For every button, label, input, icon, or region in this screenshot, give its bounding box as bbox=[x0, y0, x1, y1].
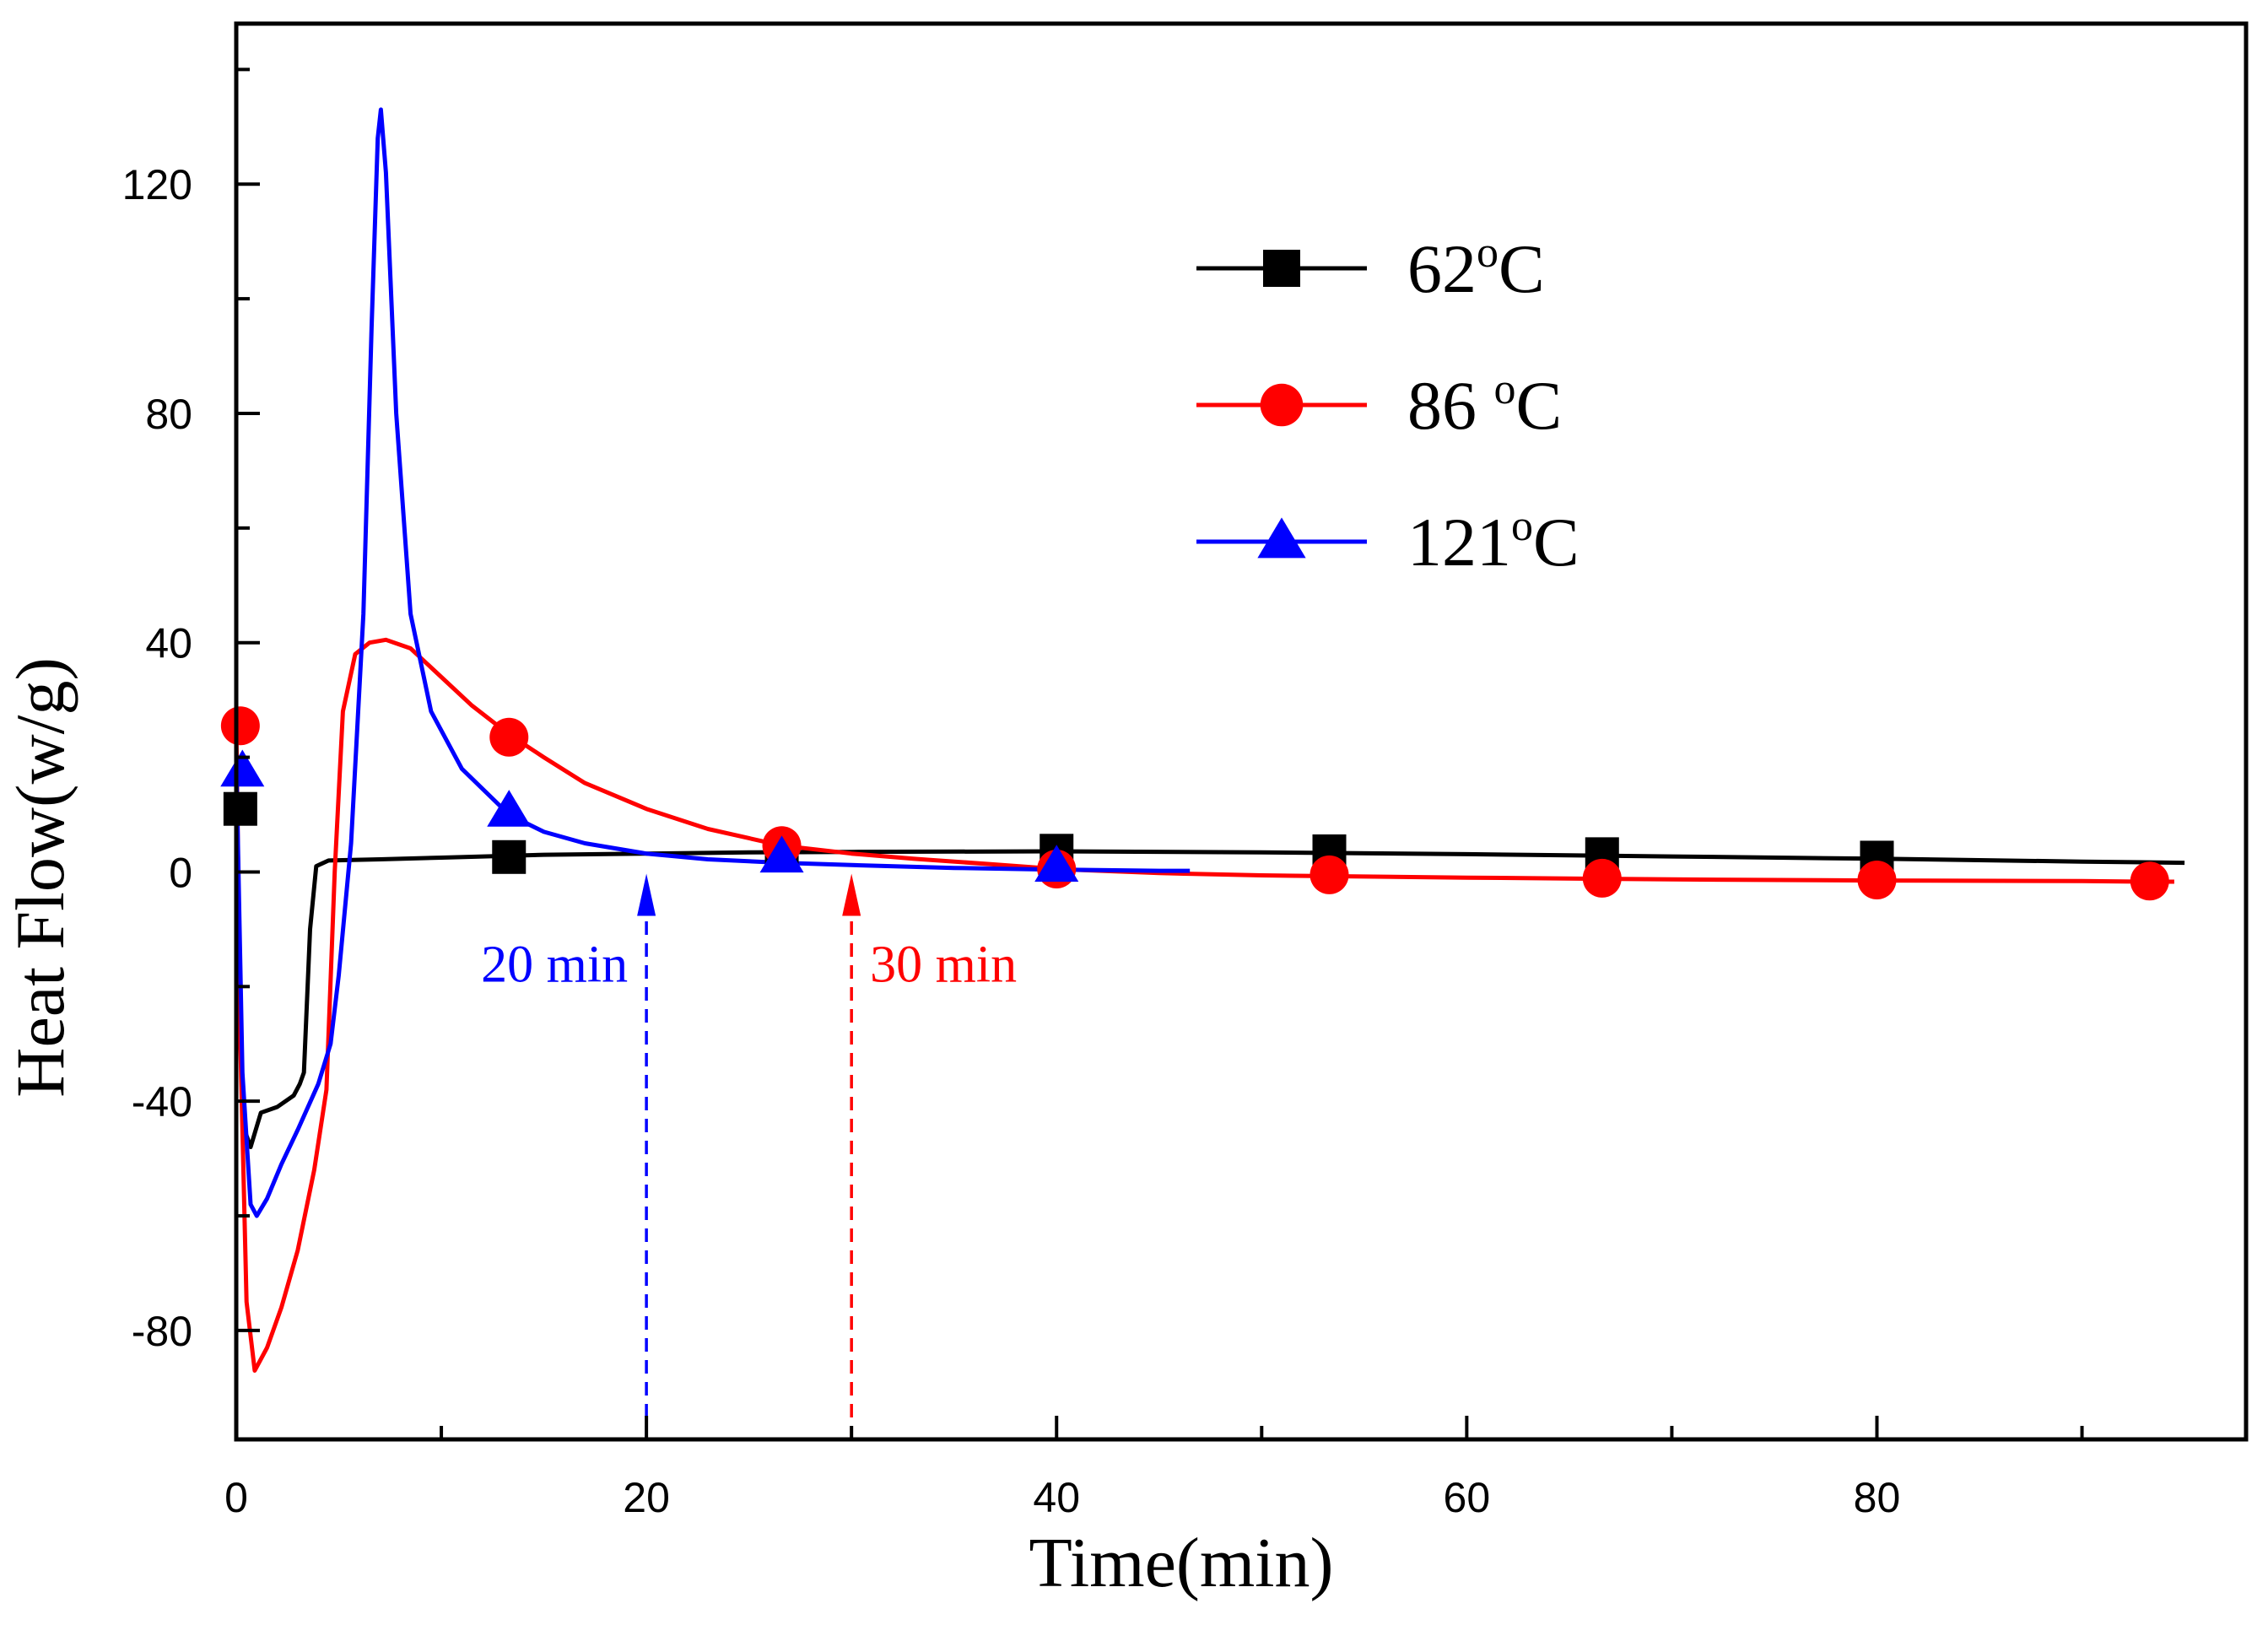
axis-tick-labels: 0 20 40 60 80 -80 -40 0 40 80 120 bbox=[122, 161, 1901, 1521]
legend-marker-86 bbox=[1260, 383, 1304, 427]
legend-value: 62 bbox=[1407, 230, 1477, 307]
legend-label-121: 121oC bbox=[1407, 502, 1580, 580]
y-axis-title: Heat Flow(w/g) bbox=[2, 657, 78, 1098]
data-point-86 bbox=[220, 706, 260, 746]
legend-unit: C bbox=[1533, 504, 1580, 580]
legend-marker-62 bbox=[1263, 250, 1300, 287]
legend-label-62: 62oC bbox=[1407, 229, 1545, 307]
x-tick-label: 20 bbox=[623, 1474, 670, 1521]
markers-layer bbox=[220, 706, 2169, 901]
data-point-121 bbox=[487, 790, 532, 827]
data-point-86 bbox=[1857, 860, 1897, 899]
y-tick-label: 120 bbox=[122, 161, 192, 208]
annotation-arrowhead bbox=[842, 873, 861, 916]
annotation-label: 20 min bbox=[481, 936, 628, 993]
x-tick-label: 40 bbox=[1033, 1474, 1080, 1521]
y-tick-label: 40 bbox=[145, 620, 192, 667]
legend-value: 121 bbox=[1407, 504, 1511, 580]
x-tick-label: 60 bbox=[1444, 1474, 1491, 1521]
y-tick-label: -40 bbox=[132, 1078, 192, 1126]
legend-space bbox=[1477, 367, 1494, 444]
x-tick-label: 0 bbox=[224, 1474, 248, 1521]
plot-frame bbox=[234, 21, 2249, 1442]
data-point-121 bbox=[1034, 845, 1079, 882]
data-point-86 bbox=[489, 717, 529, 757]
legend-value: 86 bbox=[1407, 367, 1477, 444]
legend-degree: o bbox=[1511, 502, 1533, 550]
x-axis-title: Time(min) bbox=[1029, 1524, 1334, 1602]
legend-degree: o bbox=[1494, 365, 1516, 413]
series-line-121 bbox=[234, 107, 1191, 1218]
data-point-86 bbox=[2130, 861, 2169, 901]
data-point-62 bbox=[223, 791, 257, 826]
data-point-86 bbox=[1582, 858, 1622, 898]
legend-unit: C bbox=[1498, 230, 1545, 307]
annotation-arrowhead bbox=[637, 873, 656, 916]
annotation-label: 30 min bbox=[870, 936, 1017, 993]
series-line-86 bbox=[234, 637, 2174, 1373]
y-tick-label: 80 bbox=[145, 391, 192, 438]
data-point-121 bbox=[759, 835, 804, 873]
annotations-layer: 20 min 30 min bbox=[481, 873, 1017, 1439]
axis-ticks bbox=[235, 67, 2084, 1439]
legend-unit: C bbox=[1516, 367, 1563, 444]
y-tick-label: -80 bbox=[132, 1308, 192, 1355]
legend-label-86: 86 oC bbox=[1407, 365, 1562, 444]
x-tick-label: 80 bbox=[1854, 1474, 1901, 1521]
data-point-121 bbox=[220, 749, 265, 787]
legend-marker-121 bbox=[1257, 517, 1306, 559]
data-point-62 bbox=[492, 839, 526, 874]
series-line-62 bbox=[234, 802, 2185, 1149]
y-tick-label: 0 bbox=[169, 849, 192, 896]
legend-degree: o bbox=[1477, 229, 1498, 277]
curves-layer bbox=[234, 107, 2185, 1373]
data-point-86 bbox=[1310, 855, 1349, 894]
